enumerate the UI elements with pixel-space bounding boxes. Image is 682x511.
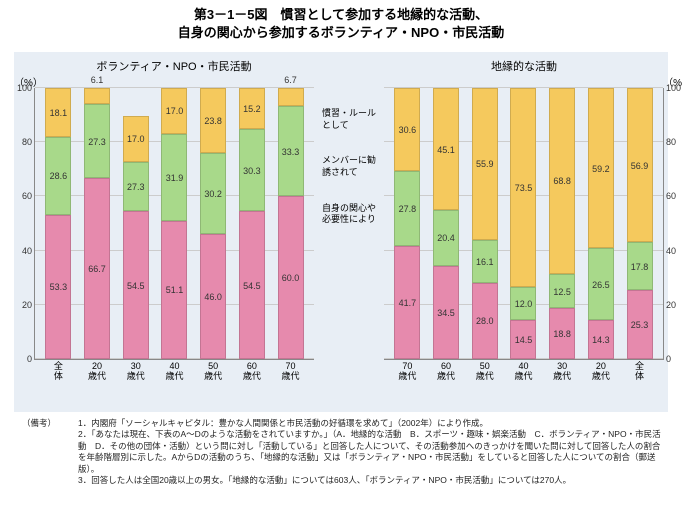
right-plot: 02040608010041.727.830.670歳代34.520.445.1…	[384, 88, 664, 360]
segment-label: 27.3	[123, 183, 149, 192]
notes-label	[22, 475, 78, 486]
segment-label: 20.4	[433, 234, 459, 243]
legend-item: 慣習・ルールとして	[322, 108, 384, 131]
bar: 25.317.856.9全体	[627, 88, 653, 359]
segment-label: 17.0	[161, 107, 187, 116]
bar: 66.727.36.120歳代	[84, 88, 110, 359]
segment-label: 26.5	[588, 281, 614, 290]
y-tick: 0	[27, 354, 32, 364]
segment-label: 14.5	[510, 336, 536, 345]
bar: 34.520.445.160歳代	[433, 88, 459, 359]
segment-label: 30.3	[239, 167, 265, 176]
segment-label: 18.8	[549, 330, 575, 339]
note-line: 3．回答した人は全国20歳以上の男女。「地縁的な活動」については603人、「ボラ…	[78, 475, 571, 486]
y-tick: 0	[666, 354, 671, 364]
note-line: 1．内閣府「ソーシャルキャピタル：豊かな人間関係と市民活動の好循環を求めて」（2…	[78, 418, 488, 429]
legend: 慣習・ルールとしてメンバーに勧誘されて自身の関心や必要性により	[322, 108, 384, 250]
bar: 46.030.223.850歳代	[200, 88, 226, 359]
bar: 14.326.559.220歳代	[588, 88, 614, 359]
segment-label: 6.7	[278, 76, 304, 85]
segment-label: 27.3	[84, 138, 110, 147]
segment-label: 28.6	[45, 172, 71, 181]
bar: 60.033.36.770歳代	[278, 88, 304, 359]
segment-label: 68.8	[549, 177, 575, 186]
legend-item: 自身の関心や必要性により	[322, 203, 384, 226]
segment-label: 17.8	[627, 263, 653, 272]
segment-label: 73.5	[510, 184, 536, 193]
segment-label: 54.5	[239, 282, 265, 291]
bar: 54.530.315.260歳代	[239, 88, 265, 359]
y-tick: 20	[666, 300, 676, 310]
segment-label: 27.8	[394, 205, 420, 214]
segment-label: 60.0	[278, 274, 304, 283]
legend-item: メンバーに勧誘されて	[322, 155, 384, 178]
segment-label: 46.0	[200, 293, 226, 302]
segment-label: 18.1	[45, 109, 71, 118]
segment-label: 30.2	[200, 190, 226, 199]
segment-label: 12.0	[510, 300, 536, 309]
segment-label: 34.5	[433, 309, 459, 318]
segment-label: 28.0	[472, 317, 498, 326]
segment-label: 56.9	[627, 162, 653, 171]
left-subtitle: ボランティア・NPO・市民活動	[34, 58, 314, 74]
bar: 41.727.830.670歳代	[394, 88, 420, 359]
left-plot: 02040608010053.328.618.1全体66.727.36.120歳…	[34, 88, 314, 360]
category-label: 70歳代	[265, 362, 317, 382]
segment-label: 54.5	[123, 282, 149, 291]
notes-label	[22, 429, 78, 475]
y-tick: 100	[17, 83, 32, 93]
notes-label: （備考）	[22, 418, 78, 429]
segment-label: 53.3	[45, 283, 71, 292]
y-tick: 40	[666, 246, 676, 256]
y-tick: 60	[22, 191, 32, 201]
right-subtitle: 地縁的な活動	[384, 58, 664, 74]
segment-label: 31.9	[161, 174, 187, 183]
segment-label: 17.0	[123, 135, 149, 144]
right-chart: 地縁的な活動 （%） 02040608010041.727.830.670歳代3…	[384, 60, 664, 400]
bar: 14.512.073.540歳代	[510, 88, 536, 359]
y-tick: 100	[666, 83, 681, 93]
bar: 51.131.917.040歳代	[161, 88, 187, 359]
footnotes: （備考）1．内閣府「ソーシャルキャピタル：豊かな人間関係と市民活動の好循環を求め…	[22, 418, 662, 487]
segment-custom_rule	[278, 88, 304, 106]
segment-label: 59.2	[588, 165, 614, 174]
segment-label: 30.6	[394, 126, 420, 135]
segment-label: 66.7	[84, 265, 110, 274]
y-tick: 60	[666, 191, 676, 201]
y-tick: 20	[22, 300, 32, 310]
note-line: 2．「あなたは現在、下表のA～Dのような活動をされていますか。」（A．地縁的な活…	[78, 429, 662, 475]
segment-label: 16.1	[472, 258, 498, 267]
segment-label: 45.1	[433, 146, 459, 155]
segment-label: 51.1	[161, 286, 187, 295]
segment-label: 23.8	[200, 117, 226, 126]
segment-label: 6.1	[84, 76, 110, 85]
segment-label: 25.3	[627, 321, 653, 330]
segment-custom_rule	[84, 88, 110, 105]
y-tick: 80	[22, 137, 32, 147]
bar: 28.016.155.950歳代	[472, 88, 498, 359]
left-chart: ボランティア・NPO・市民活動 （%） 02040608010053.328.6…	[34, 60, 314, 400]
category-label: 全体	[614, 362, 666, 382]
y-tick: 80	[666, 137, 676, 147]
bar: 54.527.317.030歳代	[123, 88, 149, 359]
segment-label: 12.5	[549, 288, 575, 297]
segment-label: 15.2	[239, 105, 265, 114]
bar: 18.812.568.830歳代	[549, 88, 575, 359]
y-tick: 40	[22, 246, 32, 256]
segment-label: 55.9	[472, 160, 498, 169]
segment-label: 33.3	[278, 148, 304, 157]
page-title: 第3－1－5図 慣習として参加する地縁的な活動、自身の関心から参加するボランティ…	[0, 0, 682, 44]
bar: 53.328.618.1全体	[45, 88, 71, 359]
segment-label: 14.3	[588, 336, 614, 345]
segment-label: 41.7	[394, 299, 420, 308]
